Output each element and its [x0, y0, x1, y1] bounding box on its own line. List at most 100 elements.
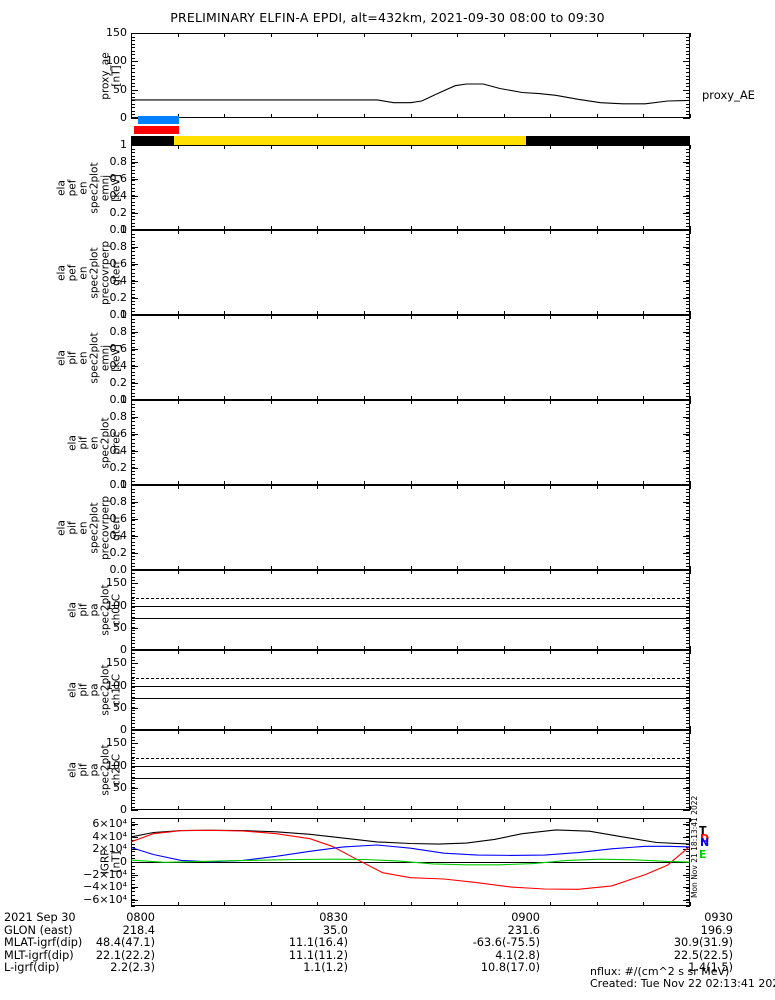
ylabel-ela-pif-pa-spec2plot-ch1LC-4: ch1LC — [110, 673, 123, 707]
ytick-label-ela-pif-en-spec2plot-precovrperp-gterr-3: 0.6 — [109, 512, 128, 525]
status-blue-bar — [138, 116, 179, 124]
annotation-cell-1-time: 0830 — [319, 911, 348, 924]
annotation-cell-2-time: 0900 — [511, 911, 540, 924]
legend-item-D: D — [700, 832, 710, 845]
annotation-row-label-0: 2021 Sep 30 — [4, 911, 76, 924]
legend-item-T: T — [699, 824, 707, 837]
page-title: PRELIMINARY ELFIN-A EPDI, alt=432km, 202… — [170, 10, 605, 25]
ytick-label-ela-pif-en-spec2plot-precovrperp-gterr-2: 0.4 — [109, 529, 128, 542]
ytick-label-igrf-6: −6×10⁴ — [83, 892, 127, 906]
annotation-cell-0-time: 0800 — [126, 911, 155, 924]
annotation-cell-0-mlat: 48.4(47.1) — [95, 936, 155, 950]
guideline-ela-pif-pa-spec2plot-ch2LC-loss-cone-upper — [131, 758, 690, 760]
panel-frame-ela-pif-pa-spec2plot-ch2LC — [131, 730, 690, 810]
panel-frame-ela-pif-en-spec2plot-precovrperp-gterr — [131, 485, 690, 570]
annotation-row-label-4: L-igrf(dip) — [4, 961, 60, 975]
ytick-label-ela-pif-en-spec2plot-emnj-4: 0.8 — [109, 325, 128, 338]
ytick-label-ela-pif-pa-spec2plot-ch0LC-1: 50 — [113, 620, 127, 634]
guideline-ela-pif-pa-spec2plot-ch2LC-loss-cone-lower — [131, 778, 690, 779]
ytick-label-ela-pef-en-spec2plot-precovrperp-gterr-4: 0.8 — [109, 240, 128, 253]
status-red-bar — [134, 126, 179, 134]
ytick-label-ela-pif-pa-spec2plot-ch2LC-1: 50 — [113, 780, 127, 794]
status-yellow-mid — [174, 136, 527, 145]
ytick-label-igrf-4: −2×10⁴ — [83, 867, 127, 881]
annotation-row-label-2: MLAT-igrf(dip) — [4, 936, 83, 950]
panel-frame-proxy-ae — [131, 33, 690, 118]
panel-frame-ela-pef-en-spec2plot-emnj — [131, 145, 690, 230]
ytick-label-ela-pif-pa-spec2plot-ch1LC-3: 150 — [106, 656, 127, 670]
ylabel-ela-pif-pa-spec2plot-ch2LC-4: ch2LC — [110, 753, 123, 787]
guideline-ela-pif-pa-spec2plot-ch0LC-loss-cone-lower — [131, 618, 690, 619]
ytick-label-proxy-ae-1: 50 — [113, 82, 127, 96]
annotation-cell-3-time: 0930 — [704, 911, 733, 924]
creation-date-sidetext: Mon Nov 21 18:13:41 2022 — [690, 795, 699, 898]
ytick-label-ela-pef-en-spec2plot-emnj-3: 0.6 — [109, 172, 128, 185]
ytick-label-ela-pef-en-spec2plot-precovrperp-gterr-3: 0.6 — [109, 257, 128, 270]
annotation-cell-2-mlat: -63.6(-75.5) — [472, 936, 540, 950]
annotation-cell-1-lshell: 1.1(1.2) — [303, 961, 348, 975]
ytick-label-ela-pif-en-spec2plot-emnj-0: 0.0 — [109, 393, 128, 406]
guideline-ela-pif-pa-spec2plot-ch1LC-loss-cone-mid — [131, 686, 690, 688]
ylabel-igrf-1: [nT] — [110, 851, 123, 873]
guideline-ela-pif-pa-spec2plot-ch0LC-loss-cone-upper — [131, 598, 690, 600]
ytick-label-ela-pif-pa-spec2plot-ch0LC-3: 150 — [106, 576, 127, 590]
annotation-cell-2-mlt: 4.1(2.8) — [495, 948, 540, 962]
annotation-cell-0-lshell: 2.2(2.3) — [110, 961, 155, 975]
ytick-label-ela-pif-en-spec2plot-prec-1: 0.2 — [109, 461, 128, 474]
ytick-label-ela-pif-en-spec2plot-prec-4: 0.8 — [109, 410, 128, 423]
ytick-label-ela-pif-en-spec2plot-precovrperp-gterr-1: 0.2 — [109, 546, 128, 559]
ylabel-proxy-ae-1: [nT] — [110, 64, 123, 87]
ytick-label-ela-pif-en-spec2plot-emnj-3: 0.6 — [109, 342, 128, 355]
ytick-label-ela-pif-pa-spec2plot-ch1LC-2: 100 — [106, 678, 127, 692]
ylabel-ela-pif-en-spec2plot-emnj-5: [keV] — [110, 343, 123, 372]
legend-item-N: N — [700, 836, 710, 849]
footer-created: Created: Tue Nov 22 02:13:41 2022 — [590, 977, 775, 990]
ytick-label-ela-pef-en-spec2plot-emnj-2: 0.4 — [109, 189, 128, 202]
ylabel-ela-pef-en-spec2plot-precovrperp-gterr-5: gterr — [110, 259, 123, 286]
ytick-label-ela-pef-en-spec2plot-precovrperp-gterr-1: 0.2 — [109, 291, 128, 304]
footer-nflux: nflux: #/(cm^2 s sr MeV) — [590, 965, 730, 978]
ylabel-ela-pif-en-spec2plot-precovrperp-gterr-5: gterr — [110, 514, 123, 541]
annotation-cell-3-mlt: 22.5(22.5) — [673, 948, 733, 962]
ytick-label-ela-pif-pa-spec2plot-ch1LC-1: 50 — [113, 700, 127, 714]
annotation-cell-3-mlat: 30.9(31.9) — [673, 936, 733, 950]
ytick-label-ela-pif-pa-spec2plot-ch0LC-2: 100 — [106, 598, 127, 612]
status-black-right — [526, 136, 690, 145]
annotation-cell-1-mlat: 11.1(16.4) — [288, 936, 348, 950]
annotation-cell-3-lshell: 1.4(1.5) — [688, 961, 733, 975]
annotation-row-label-1: GLON (east) — [4, 923, 73, 937]
annotation-row-label-3: MLT-igrf(dip) — [4, 948, 74, 962]
panel-frame-ela-pif-pa-spec2plot-ch1LC — [131, 650, 690, 730]
annotation-cell-0-mlt: 22.1(22.2) — [95, 948, 155, 962]
status-black-left — [131, 136, 175, 145]
ytick-label-ela-pef-en-spec2plot-precovrperp-gterr-0: 0.0 — [109, 308, 128, 321]
ytick-label-ela-pef-en-spec2plot-precovrperp-gterr-2: 0.4 — [109, 274, 128, 287]
annotation-cell-3-glon: 196.9 — [700, 923, 733, 937]
ytick-label-ela-pif-pa-spec2plot-ch0LC-0: 0 — [120, 643, 127, 656]
ytick-label-ela-pef-en-spec2plot-emnj-1: 0.2 — [109, 206, 128, 219]
guideline-ela-pif-pa-spec2plot-ch2LC-loss-cone-mid — [131, 766, 690, 768]
legend-item-E: E — [699, 848, 707, 861]
ytick-label-ela-pif-en-spec2plot-emnj-1: 0.2 — [109, 376, 128, 389]
ytick-label-ela-pef-en-spec2plot-emnj-5: 1 — [120, 138, 127, 151]
ytick-label-proxy-ae-3: 150 — [106, 26, 127, 39]
ytick-label-ela-pif-en-spec2plot-prec-5: 1 — [120, 393, 127, 406]
ytick-label-igrf-5: −4×10⁴ — [83, 880, 127, 894]
annotation-cell-2-lshell: 10.8(17.0) — [480, 961, 540, 975]
guideline-ela-pif-pa-spec2plot-ch1LC-loss-cone-upper — [131, 678, 690, 680]
annotation-cell-1-glon: 35.0 — [322, 923, 348, 937]
ytick-label-proxy-ae-2: 100 — [106, 54, 127, 68]
ytick-label-ela-pif-pa-spec2plot-ch2LC-0: 0 — [120, 803, 127, 816]
annotation-cell-0-glon: 218.4 — [122, 923, 155, 937]
ytick-label-ela-pef-en-spec2plot-emnj-0: 0.0 — [109, 223, 128, 236]
proxy-ae-trace-label: proxy_AE — [702, 88, 755, 102]
ytick-label-ela-pif-pa-spec2plot-ch1LC-0: 0 — [120, 723, 127, 736]
ylabel-ela-pif-en-spec2plot-prec-4: prec — [110, 431, 123, 454]
ytick-label-ela-pif-en-spec2plot-emnj-2: 0.4 — [109, 359, 128, 372]
ytick-label-ela-pif-en-spec2plot-prec-3: 0.6 — [109, 427, 128, 440]
ylabel-ela-pef-en-spec2plot-emnj-5: [keV] — [110, 173, 123, 202]
ytick-label-proxy-ae-0: 0 — [120, 111, 127, 124]
ytick-label-igrf-0: 6×10⁴ — [92, 817, 127, 831]
ytick-label-ela-pif-en-spec2plot-prec-0: 0.0 — [109, 478, 128, 491]
ytick-label-ela-pif-en-spec2plot-precovrperp-gterr-5: 1 — [120, 478, 127, 491]
